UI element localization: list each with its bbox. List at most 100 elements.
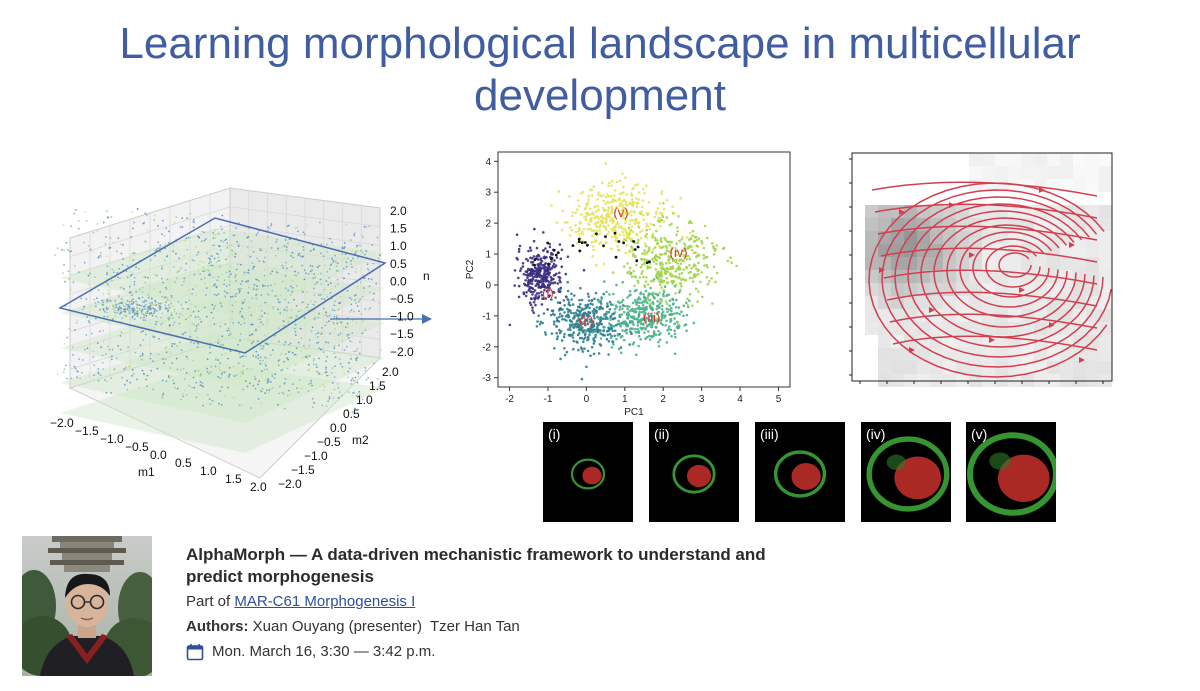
data-point — [636, 183, 639, 186]
data-point — [107, 308, 110, 310]
data-point — [673, 322, 676, 325]
data-point — [660, 261, 663, 265]
data-point — [526, 276, 529, 280]
data-point — [351, 378, 354, 380]
data-point — [217, 293, 220, 295]
data-point — [566, 313, 570, 317]
data-point — [655, 229, 658, 233]
heatmap-cell — [1099, 231, 1112, 244]
data-point — [143, 373, 145, 375]
data-point — [233, 396, 235, 399]
data-point — [608, 308, 612, 311]
data-point — [353, 310, 355, 313]
data-point — [169, 367, 172, 369]
data-point — [240, 404, 243, 406]
data-point — [707, 280, 711, 283]
data-point — [333, 376, 336, 378]
microscopy-panel-iii: (iii) — [755, 422, 845, 522]
data-point — [624, 176, 627, 179]
data-point — [332, 259, 335, 262]
data-point — [306, 224, 309, 227]
data-point — [188, 384, 191, 387]
data-point — [119, 309, 122, 312]
data-point — [660, 190, 664, 193]
slide-title-line2: development — [474, 71, 726, 120]
data-point — [145, 300, 148, 302]
data-point — [220, 404, 223, 406]
data-point — [576, 323, 580, 326]
data-point — [593, 340, 596, 343]
data-point — [630, 198, 634, 201]
data-point — [115, 250, 118, 253]
session-link[interactable]: MAR-C61 Morphogenesis I — [234, 593, 416, 610]
data-point — [628, 201, 632, 205]
data-point — [317, 316, 320, 319]
data-point — [637, 305, 641, 308]
data-point — [623, 238, 626, 241]
data-point — [341, 340, 344, 342]
microscopy-panel-i: (i) — [543, 422, 633, 522]
data-point — [131, 294, 133, 297]
data-point — [246, 385, 249, 388]
data-point — [303, 269, 306, 272]
data-point — [131, 211, 134, 214]
data-point — [236, 240, 239, 243]
data-point — [142, 308, 144, 311]
data-point — [159, 302, 162, 305]
data-point — [229, 273, 232, 276]
data-point — [621, 230, 625, 234]
data-point — [316, 336, 319, 338]
data-point — [658, 272, 662, 276]
data-point — [663, 268, 666, 271]
data-point — [218, 244, 220, 247]
heatmap-cell — [1021, 166, 1034, 179]
data-point — [647, 312, 650, 316]
data-point — [623, 321, 627, 324]
data-point — [239, 333, 242, 335]
data-point — [367, 277, 370, 280]
cell-nucleus — [791, 463, 821, 490]
data-point — [267, 343, 269, 346]
data-point — [679, 282, 682, 285]
data-point — [140, 311, 143, 313]
data-point — [301, 264, 304, 267]
data-point — [321, 383, 324, 386]
talk-title[interactable]: AlphaMorph — A data-driven mechanistic f… — [186, 545, 766, 586]
data-point — [121, 317, 124, 320]
data-point — [262, 284, 264, 286]
data-point — [97, 379, 100, 382]
data-point — [702, 246, 706, 250]
data-point — [534, 284, 538, 287]
stream-arrow — [879, 267, 885, 273]
data-point — [646, 250, 650, 253]
data-point — [651, 234, 654, 238]
data-point — [199, 260, 202, 263]
data-point — [87, 320, 90, 322]
heatmap-cell — [1073, 309, 1086, 322]
data-point — [241, 370, 244, 372]
data-point — [248, 334, 251, 337]
cell-membrane — [866, 436, 950, 512]
data-point — [654, 333, 658, 337]
y-tick-label: 1.5 — [369, 379, 386, 393]
data-point — [144, 319, 147, 321]
data-point — [622, 216, 626, 220]
data-point — [132, 227, 134, 230]
data-point — [263, 261, 266, 264]
data-point — [714, 280, 717, 284]
stream-arrow — [1069, 242, 1075, 248]
data-point — [120, 298, 123, 300]
data-point — [678, 239, 681, 243]
data-point — [524, 273, 528, 277]
data-point — [74, 209, 77, 211]
data-point — [129, 365, 131, 368]
data-point — [597, 208, 600, 211]
data-point — [295, 284, 298, 287]
data-point — [178, 341, 181, 344]
data-point — [587, 295, 590, 298]
data-point — [252, 250, 255, 253]
data-point — [588, 306, 591, 310]
heatmap-cell — [878, 153, 891, 166]
data-point — [660, 275, 664, 278]
data-point — [722, 246, 726, 250]
